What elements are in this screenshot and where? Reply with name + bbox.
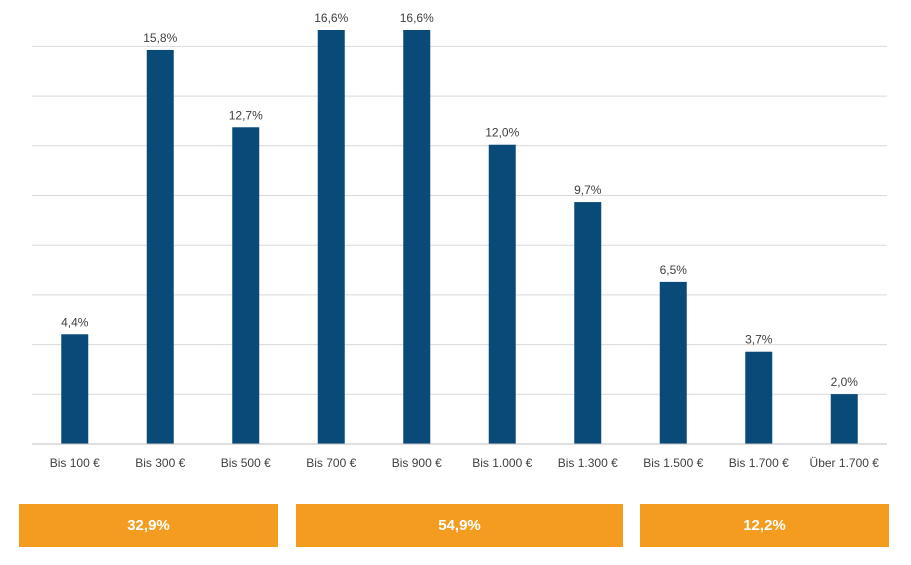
bar-value-label: 12,0%	[485, 126, 519, 140]
bar	[403, 30, 431, 444]
bar	[232, 127, 260, 444]
x-tick-label: Bis 300 €	[135, 456, 185, 470]
summary-box-mid-label: 54,9%	[438, 517, 481, 534]
summary-box-high-label: 12,2%	[743, 517, 786, 534]
summary-box-high: 12,2%	[640, 504, 889, 547]
x-tick-label: Bis 1.700 €	[729, 456, 789, 470]
bar	[745, 351, 773, 444]
bar-value-label: 9,7%	[574, 183, 602, 197]
bar	[830, 394, 858, 444]
bar-value-label: 12,7%	[229, 108, 263, 122]
bar-value-label: 3,7%	[745, 333, 773, 347]
x-tick-label: Bis 700 €	[306, 456, 356, 470]
grid-lines	[32, 45, 887, 395]
x-tick-label: Bis 1.500 €	[643, 456, 703, 470]
summary-box-low: 32,9%	[19, 504, 278, 547]
bar-value-label: 2,0%	[831, 375, 859, 389]
x-tick-label: Über 1.700 €	[810, 456, 880, 470]
bar	[317, 30, 345, 444]
bar-value-label: 6,5%	[660, 263, 688, 277]
bar	[488, 144, 516, 444]
x-tick-label: Bis 500 €	[221, 456, 271, 470]
bar-value-label: 15,8%	[143, 31, 177, 45]
bar-value-label: 16,6%	[400, 11, 434, 25]
bars	[61, 30, 858, 444]
bar	[61, 334, 89, 444]
bar	[659, 281, 687, 444]
value-labels: 4,4% 15,8% 12,7% 16,6% 16,6% 12,0% 9,7% 6,5% 3,7…	[61, 11, 858, 389]
x-axis-labels: Bis 100 € Bis 300 € Bis 500 € Bis 700 € Bis …	[50, 456, 880, 470]
x-tick-label: Bis 900 €	[392, 456, 442, 470]
x-tick-label: Bis 1.300 €	[558, 456, 618, 470]
bar-chart: 4,4% 15,8% 12,7% 16,6% 16,6% 12,0% 9,7% 6,5% 3,7…	[32, 11, 887, 470]
x-tick-label: Bis 100 €	[50, 456, 100, 470]
x-tick-label: Bis 1.000 €	[472, 456, 532, 470]
summary-box-mid: 54,9%	[296, 504, 623, 547]
bar	[146, 49, 174, 444]
summary-box-low-label: 32,9%	[127, 517, 170, 534]
bar-value-label: 4,4%	[61, 315, 89, 329]
bar	[574, 202, 602, 444]
bar-value-label: 16,6%	[314, 11, 348, 25]
